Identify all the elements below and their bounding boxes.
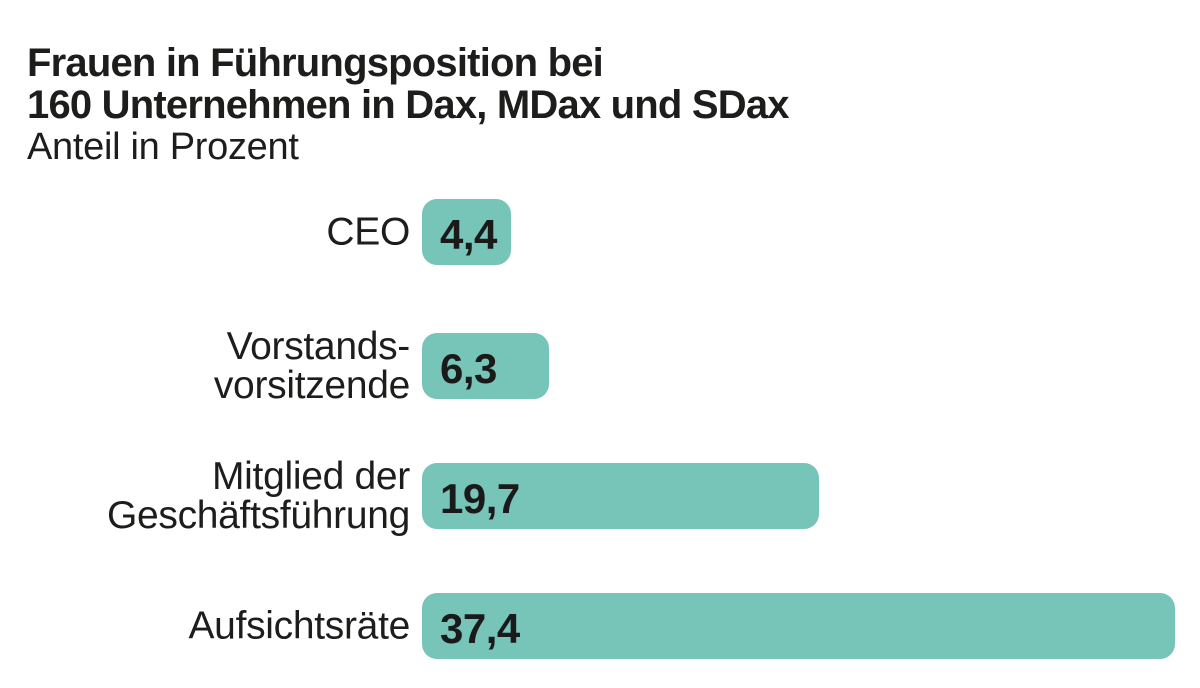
bar: 19,7: [422, 463, 819, 529]
bar: 37,4: [422, 593, 1175, 659]
category-label: Aufsichtsräte: [188, 604, 410, 648]
chart-header: Frauen in Führungsposition bei 160 Unter…: [27, 41, 790, 168]
bar-row-vorstandsvorsitzende: Vorstands- vorsitzende 6,3: [0, 327, 1200, 405]
chart-title: Frauen in Führungsposition bei 160 Unter…: [27, 41, 790, 127]
bar-row-ceo: CEO 4,4: [0, 199, 1200, 265]
category-label: Mitglied der Geschäftsführung: [106, 455, 410, 537]
category-label: CEO: [326, 210, 410, 254]
bar-row-aufsichtsraete: Aufsichtsräte 37,4: [0, 593, 1200, 659]
bar-value-label: 19,7: [440, 475, 520, 522]
chart-subtitle: Anteil in Prozent: [27, 126, 299, 168]
category-label: Vorstands- vorsitzende: [213, 325, 410, 407]
bar-value-label: 6,3: [440, 345, 497, 392]
chart-title-line-2: 160 Unternehmen in Dax, MDax und SDax: [27, 83, 790, 127]
bar: 4,4: [422, 199, 511, 265]
bar-row-mitglied-der-geschaeftsfuehrung: Mitglied der Geschäftsführung 19,7: [0, 457, 1200, 535]
bar: 6,3: [422, 333, 549, 399]
bar-value-label: 37,4: [440, 605, 520, 652]
bar-value-label: 4,4: [440, 211, 497, 258]
chart-title-line-1: Frauen in Führungsposition bei: [27, 41, 604, 85]
